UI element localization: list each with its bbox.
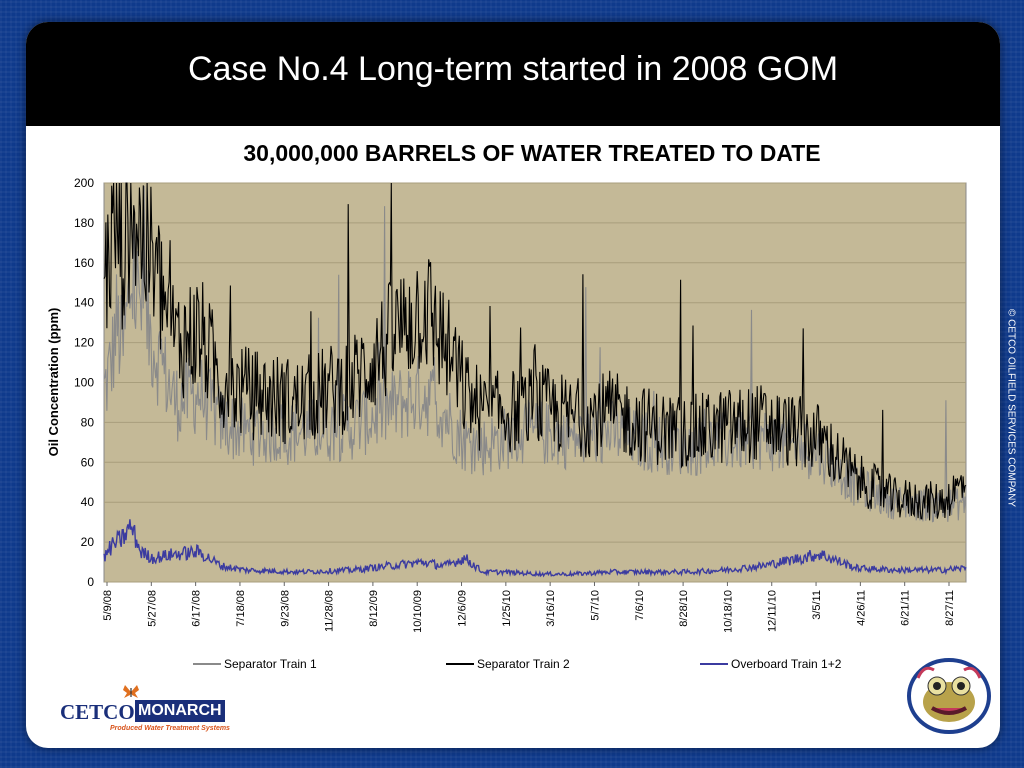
legend-label: Separator Train 2: [477, 657, 570, 671]
y-tick-label: 80: [81, 415, 95, 429]
cetco-monarch-logo: CETCO MONARCH Produced Water Treatment S…: [52, 684, 232, 734]
logo-tagline: Produced Water Treatment Systems: [110, 725, 230, 732]
legend: Separator Train 1 Separator Train 2 Overbo…: [193, 657, 842, 671]
x-tick-label: 6/21/11: [900, 590, 912, 626]
x-tick-label: 12/6/09: [457, 590, 469, 627]
chart-subtitle: 30,000,000 BARRELS OF WATER TREATED TO D…: [243, 140, 821, 166]
y-tick-label: 140: [74, 296, 94, 310]
gridlines: [104, 182, 966, 583]
y-tick-label: 60: [81, 455, 95, 469]
frog-mascot-icon: [907, 658, 991, 734]
x-tick-label: 9/23/08: [279, 590, 291, 627]
slide-title: Case No.4 Long-term started in 2008 GOM: [187, 50, 839, 88]
y-tick-labels: 0 20 40 60 80 100 120 140 160 180 200: [74, 176, 94, 589]
x-tick-label: 4/26/11: [855, 590, 867, 626]
x-tick-label: 7/6/10: [634, 590, 646, 621]
y-tick-label: 200: [74, 176, 94, 190]
y-tick-label: 0: [87, 575, 94, 589]
x-tick-label: 7/18/08: [235, 590, 247, 627]
series-line-overboard-train-1-2: [103, 519, 967, 578]
series-lines: [103, 182, 967, 578]
x-tick-label: 5/7/10: [589, 590, 601, 621]
x-tick-label: 8/28/10: [678, 590, 690, 627]
butterfly-icon: [123, 685, 139, 698]
copyright-notice: © CETCO OILFIELD SERVICES COMPANY: [1005, 308, 1017, 508]
y-axis-label: Oil Concentration (ppm): [46, 308, 61, 457]
series-line-separator-train-1: [103, 185, 967, 523]
y-tick-label: 120: [74, 336, 94, 350]
x-tick-label: 11/28/08: [324, 590, 336, 632]
x-tick-label: 1/25/10: [501, 590, 513, 627]
y-tick-label: 20: [81, 535, 95, 549]
series-line-separator-train-2: [103, 182, 967, 521]
y-tick-label: 160: [74, 256, 94, 270]
y-tick-label: 40: [81, 495, 95, 509]
x-tick-label: 3/5/11: [811, 590, 823, 620]
y-tick-label: 180: [74, 216, 94, 230]
x-tick-label: 8/27/11: [944, 590, 956, 626]
x-tick-label: 3/16/10: [545, 590, 557, 627]
x-tick-label: 10/18/10: [722, 590, 734, 633]
y-tick-label: 100: [74, 376, 94, 390]
title-bar: Case No.4 Long-term started in 2008 GOM: [26, 22, 1000, 126]
legend-label: Separator Train 1: [224, 657, 317, 671]
x-tick-label: 6/17/08: [191, 590, 203, 627]
legend-label: Overboard Train 1+2: [731, 657, 842, 671]
x-tick-label: 12/11/10: [767, 590, 779, 632]
logo-monarch-text: MONARCH: [135, 700, 225, 722]
x-tick-label: 10/10/09: [412, 590, 424, 633]
x-tick-labels: 5/9/08 5/27/08 6/17/08 7/18/08 9/23/08 11/28/…: [102, 582, 956, 633]
x-tick-label: 8/12/09: [368, 590, 380, 627]
x-tick-label: 5/9/08: [102, 590, 114, 621]
logo-cetco-text: CETCO: [60, 700, 135, 724]
x-tick-label: 5/27/08: [146, 590, 158, 627]
